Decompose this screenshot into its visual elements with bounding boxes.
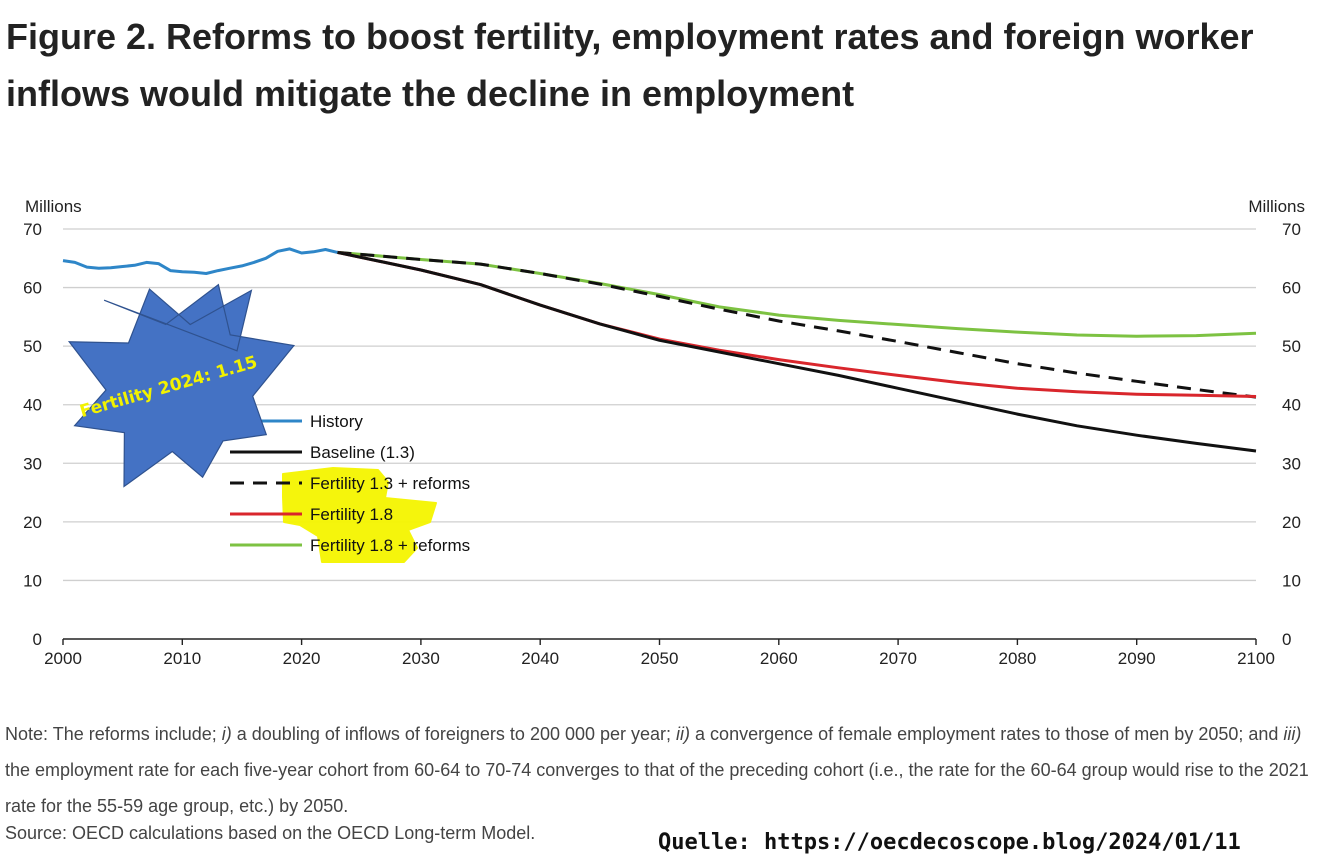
quelle-url: Quelle: https://oecdecoscope.blog/2024/0…: [658, 830, 1241, 855]
legend-label-4: Fertility 1.8 + reforms: [310, 536, 470, 555]
note-part-2: a convergence of female employment rates…: [690, 724, 1284, 744]
chart-title-line-1: Figure 2. Reforms to boost fertility, em…: [6, 16, 1254, 57]
x-tick-label-2070: 2070: [879, 649, 917, 668]
note-marker-ii: ii): [676, 724, 691, 744]
starburst-shape: [67, 283, 296, 488]
y-axis-label-right: Millions: [1248, 197, 1305, 216]
chart-source: Source: OECD calculations based on the O…: [5, 823, 536, 843]
legend-highlights: [282, 467, 437, 563]
note-marker-i: i): [221, 724, 232, 744]
y-tick-label-left-10: 10: [23, 571, 42, 590]
legend-item-1: Baseline (1.3): [230, 443, 415, 462]
series-line-1: [337, 250, 1257, 453]
y-axis-label-left: Millions: [25, 197, 82, 216]
y-tick-label-right-50: 50: [1282, 337, 1301, 356]
chart-title: Figure 2. Reforms to boost fertility, em…: [6, 8, 1326, 122]
legend: History Baseline (1.3) Fertility 1.3 + ref…: [230, 412, 470, 555]
y-tick-label-left-60: 60: [23, 279, 42, 298]
x-tick-label-2060: 2060: [760, 649, 798, 668]
chart-title-line-2: inflows would mitigate the decline in em…: [6, 73, 855, 114]
x-tick-label-2100: 2100: [1237, 649, 1275, 668]
note-marker-iii: iii): [1283, 724, 1302, 744]
y-tick-label-right-40: 40: [1282, 396, 1301, 415]
x-tick-label-2080: 2080: [998, 649, 1036, 668]
legend-label-1: Baseline (1.3): [310, 443, 415, 462]
note-prefix: Note: The reforms include;: [5, 724, 222, 744]
y-tick-label-right-0: 0: [1282, 630, 1291, 649]
y-tick-label-right-30: 30: [1282, 454, 1301, 473]
y-tick-label-right-20: 20: [1282, 513, 1301, 532]
x-tick-label-2040: 2040: [521, 649, 559, 668]
y-tick-label-left-20: 20: [23, 513, 42, 532]
note-part-1: a doubling of inflows of foreigners to 2…: [231, 724, 677, 744]
legend-label-2: Fertility 1.3 + reforms: [310, 474, 470, 493]
fertility-starburst: Fertility 2024: 1.15: [67, 283, 296, 488]
yellow-highlight-mark: [282, 467, 437, 563]
y-tick-label-left-40: 40: [23, 396, 42, 415]
x-tick-label-2090: 2090: [1118, 649, 1156, 668]
y-tick-label-right-60: 60: [1282, 279, 1301, 298]
y-tick-label-left-50: 50: [23, 337, 42, 356]
x-tick-label-2030: 2030: [402, 649, 440, 668]
legend-item-2: Fertility 1.3 + reforms: [230, 474, 470, 493]
x-tick-label-2020: 2020: [283, 649, 321, 668]
x-tick-label-2000: 2000: [44, 649, 82, 668]
series-line-2: [337, 250, 1257, 399]
y-tick-label-left-70: 70: [23, 220, 42, 239]
y-tick-label-left-30: 30: [23, 454, 42, 473]
chart-note: Note: The reforms include; i) a doubling…: [5, 716, 1325, 824]
y-tick-label-left-0: 0: [33, 630, 42, 649]
y-tick-label-right-70: 70: [1282, 220, 1301, 239]
series-lines: [62, 247, 1257, 453]
note-part-3: the employment rate for each five-year c…: [5, 760, 1309, 816]
legend-label-0: History: [310, 412, 363, 431]
legend-item-4: Fertility 1.8 + reforms: [230, 536, 470, 555]
legend-label-3: Fertility 1.8: [310, 505, 393, 524]
y-tick-label-right-10: 10: [1282, 571, 1301, 590]
x-tick-label-2050: 2050: [641, 649, 679, 668]
x-tick-label-2010: 2010: [163, 649, 201, 668]
series-line-0: [62, 247, 338, 275]
legend-item-3: Fertility 1.8: [230, 505, 393, 524]
